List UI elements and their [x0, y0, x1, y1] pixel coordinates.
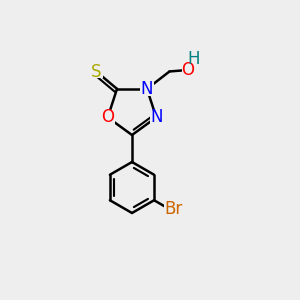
FancyBboxPatch shape	[100, 110, 115, 124]
FancyBboxPatch shape	[140, 82, 154, 96]
FancyBboxPatch shape	[164, 203, 184, 215]
Text: N: N	[141, 80, 153, 98]
Text: Br: Br	[165, 200, 183, 218]
Text: H: H	[188, 50, 200, 68]
FancyBboxPatch shape	[149, 111, 163, 124]
Text: N: N	[150, 108, 163, 126]
Text: S: S	[91, 62, 102, 80]
FancyBboxPatch shape	[182, 64, 194, 76]
FancyBboxPatch shape	[90, 65, 103, 78]
Text: O: O	[101, 108, 114, 126]
Text: O: O	[182, 61, 195, 79]
